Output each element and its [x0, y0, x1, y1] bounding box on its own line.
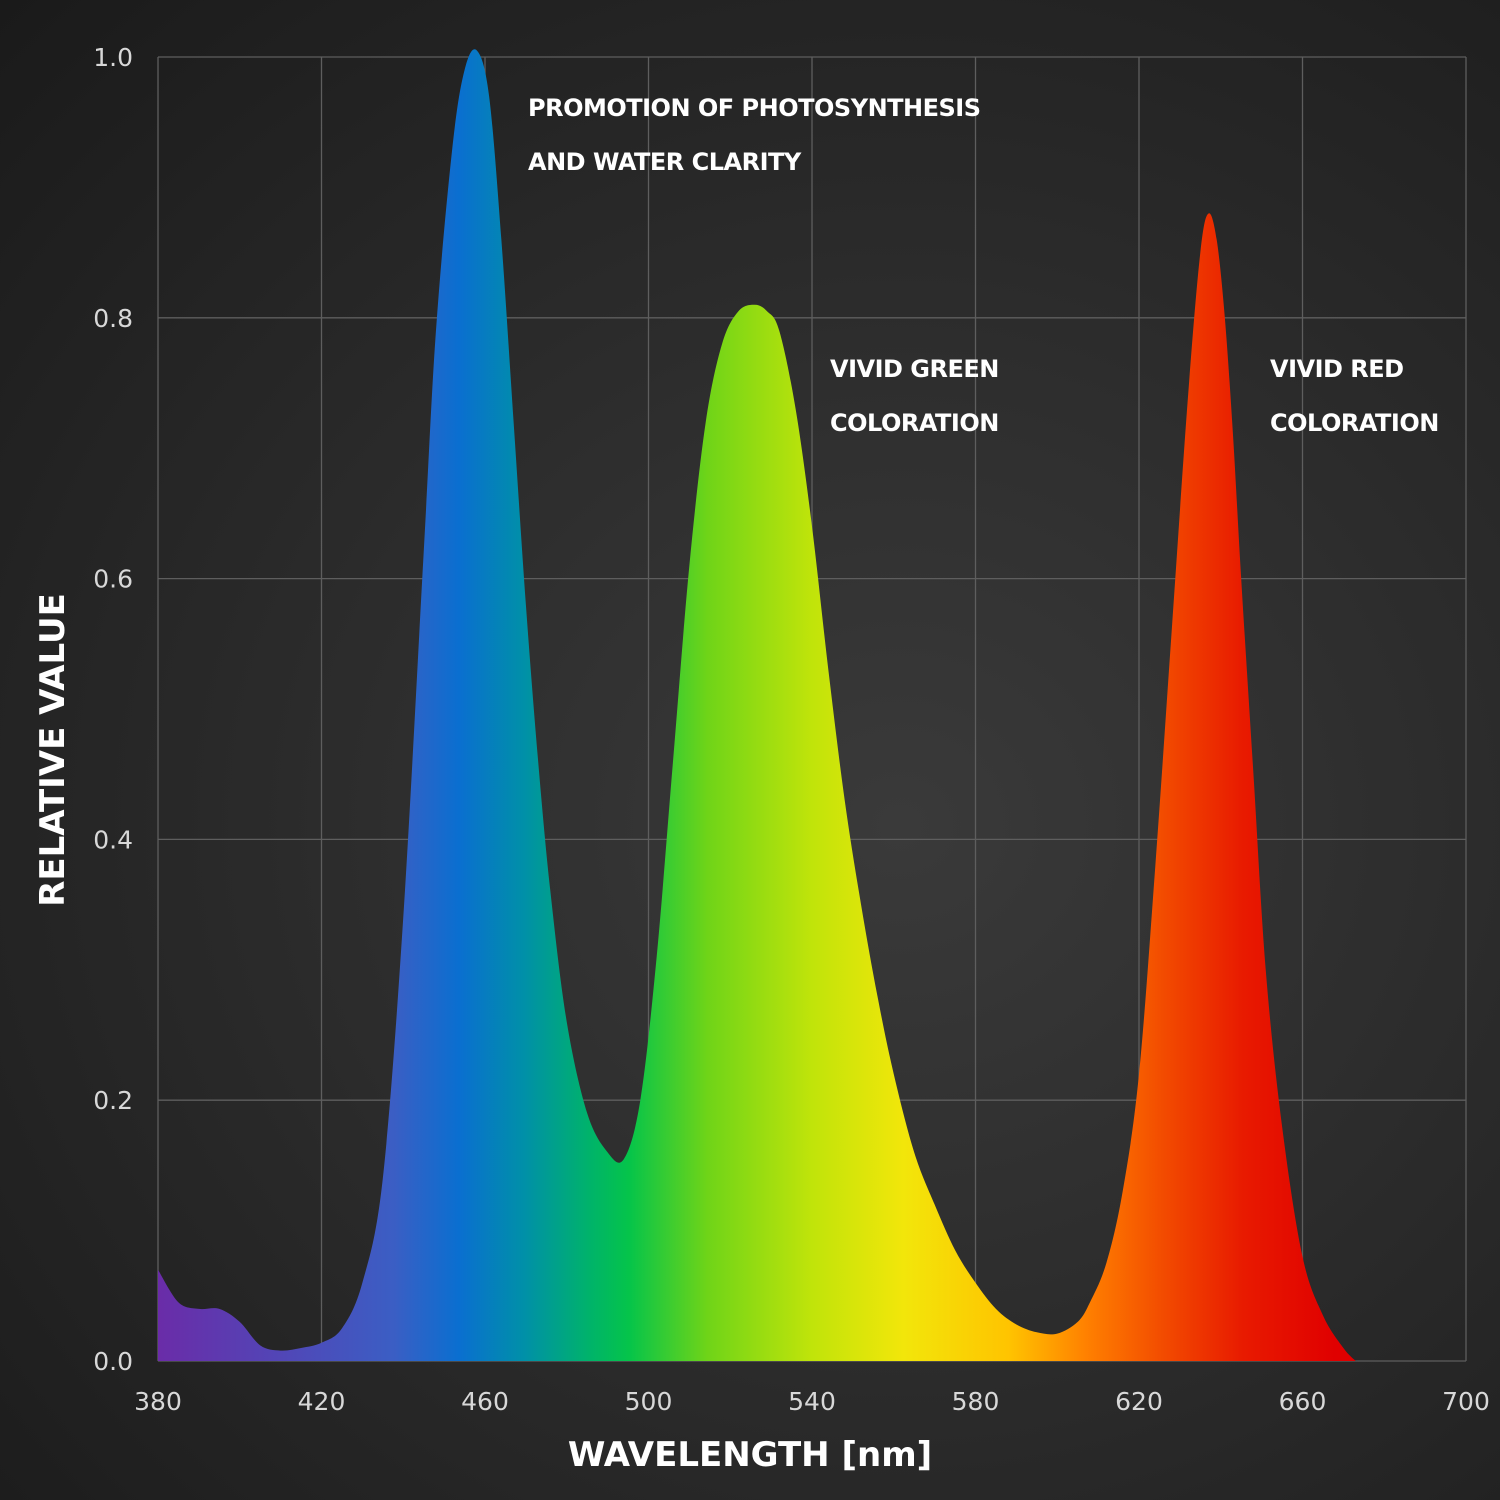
x-tick-label-460: 460 [461, 1387, 509, 1416]
x-tick-label-420: 420 [298, 1387, 346, 1416]
y-tick-label-0.6: 0.6 [93, 565, 133, 594]
x-axis-title: WAVELENGTH [nm] [568, 1435, 932, 1475]
y-tick-label-0.4: 0.4 [93, 825, 133, 854]
x-tick-label-380: 380 [134, 1387, 182, 1416]
x-tick-label-580: 580 [952, 1387, 1000, 1416]
y-axis-ticks: 0.0 0.2 0.4 0.6 0.8 1.0 [93, 43, 133, 1376]
y-tick-label-0.0: 0.0 [93, 1347, 133, 1376]
annotation-green-line2: COLORATION [830, 409, 999, 437]
x-tick-label-540: 540 [788, 1387, 836, 1416]
x-axis-ticks: 380 420 460 500 540 580 620 660 700 [134, 1387, 1490, 1416]
annotation-photosynthesis-line1: PROMOTION OF PHOTOSYNTHESIS [528, 94, 981, 122]
annotation-red-line2: COLORATION [1270, 409, 1439, 437]
x-tick-label-500: 500 [625, 1387, 673, 1416]
annotation-green-line1: VIVID GREEN [830, 355, 999, 383]
y-axis-title: RELATIVE VALUE [33, 593, 73, 907]
spectrum-area-layer [158, 49, 1356, 1362]
y-tick-label-0.8: 0.8 [93, 304, 133, 333]
x-tick-label-620: 620 [1115, 1387, 1163, 1416]
x-tick-label-660: 660 [1279, 1387, 1327, 1416]
annotation-photosynthesis-line2: AND WATER CLARITY [528, 148, 802, 176]
y-tick-label-1.0: 1.0 [93, 43, 133, 72]
annotation-red-line1: VIVID RED [1270, 355, 1404, 383]
spectrum-area [158, 49, 1356, 1362]
x-tick-label-700: 700 [1442, 1387, 1490, 1416]
y-tick-label-0.2: 0.2 [93, 1086, 133, 1115]
